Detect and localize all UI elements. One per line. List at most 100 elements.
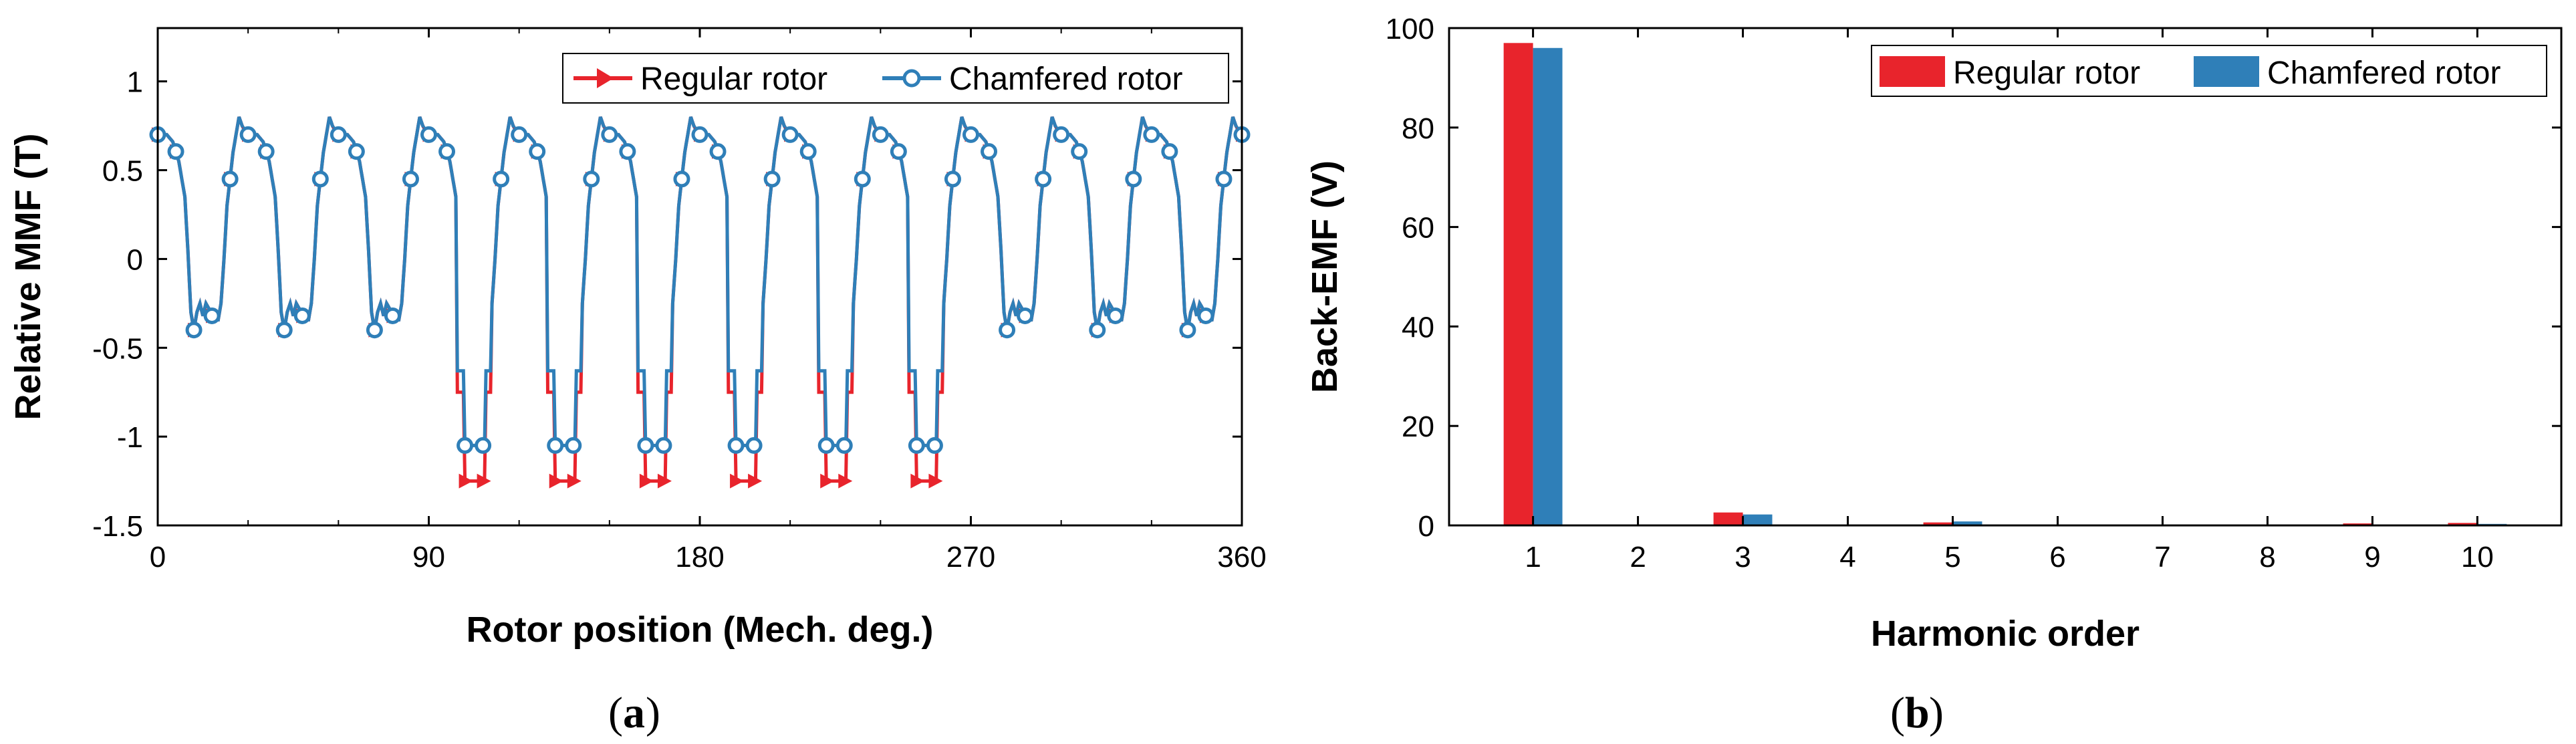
panel-a-chamfered-marker [999,322,1016,339]
panel-a-chamfered-marker [1125,170,1142,188]
panel-a-regular-marker [549,473,563,489]
panel-a-chamfered-marker [1017,307,1034,324]
panel-a-regular-marker [567,473,582,489]
panel-a-regular-marker [657,473,672,489]
panel-b-axes-frame [1448,27,2563,527]
panel-b-xtick-label: 4 [1839,541,1855,574]
panel-a-chamfered-marker [330,126,347,143]
panel-a-chamfered-marker [402,170,419,188]
panel-a-ytick-label: 0.5 [102,155,143,188]
panel-a-chamfered-marker [293,307,311,324]
panel-a-ytick-label: 1 [127,66,143,99]
panel-a-chamfered-marker [366,322,383,339]
panel-a-chamfered-marker [763,170,781,188]
panel-b-legend-regular-swatch [1880,56,1945,87]
panel-a-chamfered-marker [727,437,745,454]
panel-b-bar-regular [2448,523,2478,525]
panel-a-legend-item-chamfered: Chamfered rotor [882,61,1182,97]
panel-a-chamfered-marker [637,437,654,454]
panel-a-chamfered-marker [185,322,203,339]
panel-b-caption-open-paren: ( [1890,689,1905,737]
panel-a-chamfered-marker [311,170,329,188]
panel-a-chamfered-marker [1161,143,1178,160]
panel-a-chamfered-marker [348,143,365,160]
panel-a-chamfered-marker [944,170,961,188]
panel-a-chamfered-marker [167,143,184,160]
panel-a-legend-chamfered-marker [902,69,921,88]
panel-a-chamfered-marker [926,437,943,454]
panel-b-ytick-label: 60 [1402,212,1434,245]
panel-b-legend: Regular rotor Chamfered rotor [1871,45,2547,97]
panel-b-xtick-label: 2 [1630,541,1646,574]
panel-b-xtick-label: 1 [1525,541,1541,574]
panel-a-chamfered-marker [799,143,817,160]
panel-a-chamfered-marker [1215,170,1233,188]
panel-a-chamfered-marker [872,126,889,143]
panel-a-plot-area [149,116,1251,489]
panel-a-chamfered-marker [890,143,907,160]
panel-a-chamfered-marker [745,437,763,454]
panel-a-chamfered-marker [1179,322,1196,339]
panel-b-bar-chamfered [1533,47,1563,525]
panel-b-bar-regular [1713,512,1743,525]
panel-b-xtick-label: 9 [2364,541,2380,574]
panel-a-chamfered-marker [1053,126,1070,143]
panel-a-xtick-label: 180 [675,541,724,574]
panel-b-bar-chamfered [1743,514,1773,525]
panel-b-legend-item-chamfered: Chamfered rotor [2194,55,2500,91]
panel-b-bar-chamfered [1952,521,1982,525]
panel-a-ylabel: Relative MMF (T) [8,133,48,420]
panel-b-legend-chamfered-label: Chamfered rotor [2267,55,2500,91]
panel-a-xtick-label: 270 [946,541,995,574]
panel-a-caption: ( a ) [608,689,660,737]
panel-a-chamfered-marker [257,143,275,160]
panel-a-line-chart: 0 90 180 270 360 -1.5 -1 -0.5 0 0.5 1 Rotor positi… [8,27,1267,737]
panel-b-ytick-label: 20 [1402,410,1434,443]
panel-a-chamfered-marker [583,170,600,188]
panel-b-ticks: 0 20 40 60 80 100 1 2 3 4 5 6 7 8 9 10 [1386,13,2561,574]
panel-a-chamfered-marker [1089,322,1106,339]
panel-a-chamfered-marker [854,170,871,188]
panel-b-xtick-label: 10 [2461,541,2494,574]
panel-a-chamfered-marker [511,126,528,143]
panel-a-xtick-label: 360 [1217,541,1266,574]
panel-a-xtick-label: 90 [412,541,445,574]
panel-a-chamfered-marker [709,143,727,160]
panel-a-xlabel: Rotor position (Mech. deg.) [467,610,934,650]
panel-b-legend-regular-label: Regular rotor [1953,55,2140,91]
panel-b-ytick-label: 0 [1418,510,1434,543]
panel-a-chamfered-marker [203,307,221,324]
panel-a-legend-item-regular: Regular rotor [573,61,827,97]
panel-b-legend-chamfered-swatch [2194,56,2259,87]
panel-a-series-chamfered-line [158,116,1243,447]
panel-b-xtick-label: 7 [2154,541,2170,574]
panel-a-chamfered-marker [438,143,456,160]
panel-a-regular-marker [928,473,943,489]
panel-a-chamfered-marker [691,126,709,143]
panel-a-regular-marker [820,473,835,489]
panel-a-chamfered-marker [221,170,239,188]
panel-a-chamfered-marker [565,437,582,454]
panel-a-caption-open-paren: ( [608,689,623,737]
panel-a-ytick-label: -1 [117,421,143,454]
panel-a-ytick-label: 0 [127,243,143,276]
panel-a-regular-marker [459,473,473,489]
panel-a-chamfered-marker [601,126,618,143]
panel-a-chamfered-marker [619,143,636,160]
panel-a-chamfered-marker [1143,126,1160,143]
panel-a-chamfered-marker [239,126,257,143]
panel-a-regular-marker [910,473,925,489]
panel-a-chamfered-marker [673,170,690,188]
panel-a-chamfered-marker [275,322,293,339]
panel-b-xtick-label: 5 [1944,541,1960,574]
panel-b-ytick-label: 80 [1402,112,1434,145]
panel-a-chamfered-marker [384,307,401,324]
panel-a-chamfered-marker [655,437,672,454]
panel-a-legend: Regular rotor Chamfered rotor [562,53,1229,104]
panel-b-bar-regular [1503,43,1533,525]
panel-a-ytick-label: -0.5 [92,332,143,365]
panel-a-ytick-label: -1.5 [92,510,143,543]
panel-a-legend-regular-marker [597,68,614,88]
panel-a-chamfered-marker [1197,307,1214,324]
